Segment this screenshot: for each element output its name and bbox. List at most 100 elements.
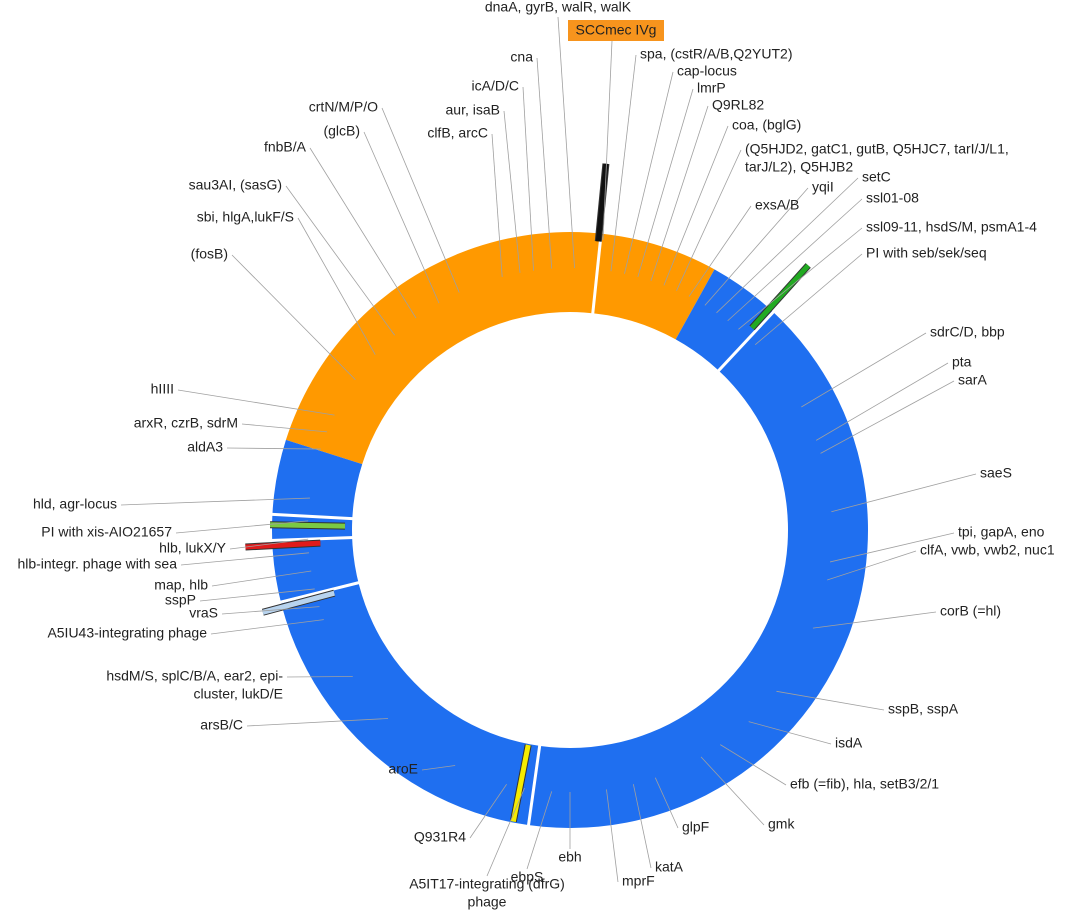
gene-label: setC xyxy=(862,169,891,185)
markers xyxy=(245,163,811,823)
leader-line xyxy=(801,332,927,408)
gene-label: aroE xyxy=(388,761,418,777)
gene-label: hld, agr-locus xyxy=(33,496,117,512)
leader-line xyxy=(827,550,917,581)
gene-label: hIIII xyxy=(151,381,174,397)
gene-label: aldA3 xyxy=(187,439,223,455)
ring-gap xyxy=(270,536,355,542)
ring-gap xyxy=(278,580,361,605)
gene-label: gmk xyxy=(768,816,795,832)
gene-label: isdA xyxy=(835,735,863,751)
leader-line xyxy=(602,40,613,241)
leader-line xyxy=(812,611,937,629)
gene-label: sspB, sspA xyxy=(888,701,959,717)
gene-label: A5IU43-integrating phage xyxy=(47,625,207,641)
leader-line xyxy=(650,105,709,281)
leader-line xyxy=(469,783,507,839)
leader-line xyxy=(309,147,417,319)
gene-label: cluster, lukD/E xyxy=(194,686,283,702)
leader-line xyxy=(688,205,752,297)
gene-label: pta xyxy=(952,354,972,370)
leader-line xyxy=(831,473,977,513)
leader-line xyxy=(676,149,742,291)
leader-line xyxy=(716,177,859,314)
gene-label: Q9RL82 xyxy=(712,97,764,113)
leader-line xyxy=(727,198,863,322)
gene-label: sau3AI, (sasG) xyxy=(189,177,282,193)
leader-line xyxy=(755,253,863,346)
gene-label: cna xyxy=(510,49,533,65)
ring-gap xyxy=(526,743,542,828)
gene-label: Q931R4 xyxy=(414,829,466,845)
leader-line xyxy=(720,744,787,786)
leader-line xyxy=(704,187,809,306)
leader-line xyxy=(654,777,679,829)
leader-line xyxy=(177,389,335,416)
gene-label: ssl09-11, hsdS/M, psmA1-4 xyxy=(866,219,1037,235)
gene-label: vraS xyxy=(189,605,218,621)
gene-label: clfA, vwb, vwb2, nuc1 xyxy=(920,542,1055,558)
leader-line xyxy=(491,133,503,277)
leader-line xyxy=(486,787,525,877)
gene-label: ebh xyxy=(558,849,581,865)
leader-line xyxy=(199,588,315,602)
leader-line xyxy=(120,497,310,506)
highlight-box xyxy=(568,20,664,41)
leader-line xyxy=(700,756,765,826)
gene-label: corB (=hl) xyxy=(940,603,1001,619)
leader-line xyxy=(610,54,637,272)
gene-label: lmrP xyxy=(697,80,726,96)
gene-label: saeS xyxy=(980,465,1012,481)
leader-line xyxy=(221,606,320,615)
leader-line xyxy=(229,538,309,550)
gene-label: hlb-integr. phage with sea xyxy=(17,556,177,572)
gene-label: PI with xis-AIO21657 xyxy=(41,524,172,540)
gene-label: tpi, gapA, eno xyxy=(958,524,1045,540)
gene-label: efb (=fib), hla, setB3/2/1 xyxy=(790,776,939,792)
leader-line xyxy=(297,217,376,355)
gene-label: arxR, czrB, sdrM xyxy=(134,415,238,431)
leader-line xyxy=(421,765,456,771)
highlight-label: SCCmec IVg xyxy=(576,22,657,38)
ring-gap xyxy=(270,512,355,521)
leader-line xyxy=(663,125,729,286)
leader-line xyxy=(606,789,619,883)
leader-line xyxy=(632,784,652,869)
leader-line xyxy=(820,380,955,454)
gene-label: sbi, hlgA,lukF/S xyxy=(197,209,294,225)
leader-line xyxy=(526,791,553,870)
leader-line xyxy=(363,131,440,304)
marker xyxy=(595,163,609,242)
leader-line xyxy=(522,86,534,271)
gene-label: phage xyxy=(468,894,507,910)
leader-line xyxy=(175,520,309,534)
leader-line xyxy=(624,71,674,274)
leader-line xyxy=(503,110,521,273)
gene-label: (glcB) xyxy=(323,123,360,139)
gene-label: katA xyxy=(655,859,684,875)
gene-label: A5IT17-integrating (dfrG) xyxy=(409,876,565,892)
gene-label: arsB/C xyxy=(200,717,243,733)
marker xyxy=(750,263,811,330)
gene-label: hlb, lukX/Y xyxy=(159,540,227,556)
leader-line xyxy=(738,227,863,330)
leader-line xyxy=(210,619,324,635)
leader-line xyxy=(226,447,321,450)
gene-label: dnaA, gyrB, walR, walK xyxy=(485,0,632,15)
gene-label: mprF xyxy=(622,873,655,889)
ring-segment xyxy=(285,232,715,465)
marker xyxy=(270,522,346,529)
gene-label: sarA xyxy=(958,372,987,388)
gene-label: hsdM/S, splC/B/A, ear2, epi- xyxy=(106,668,283,684)
gene-label: sdrC/D, bbp xyxy=(930,324,1005,340)
gene-label: ssl01-08 xyxy=(866,190,919,206)
leader-line xyxy=(557,16,575,269)
ring-gap xyxy=(716,309,776,374)
leader-line xyxy=(285,185,396,336)
leaders xyxy=(120,16,977,883)
gene-label: coa, (bglG) xyxy=(732,117,801,133)
leader-line xyxy=(748,721,832,745)
gene-label: ebpS xyxy=(511,869,544,885)
